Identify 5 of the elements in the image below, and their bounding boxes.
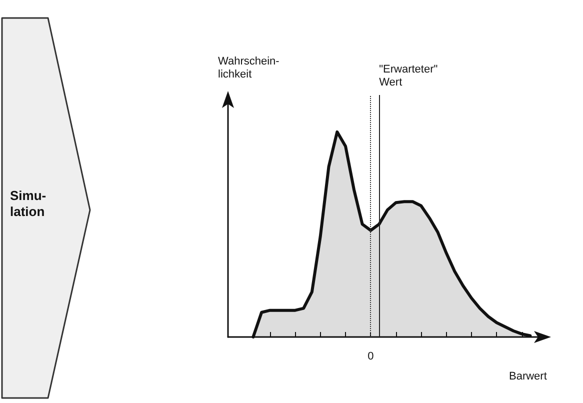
- x-axis-title: Barwert: [509, 370, 547, 382]
- text: 0: [368, 350, 374, 362]
- text: "Erwarteter" Wert: [379, 64, 438, 88]
- y-axis-title: Wahrschein- lichkeit: [218, 56, 280, 80]
- text: Simu- lation: [10, 188, 46, 219]
